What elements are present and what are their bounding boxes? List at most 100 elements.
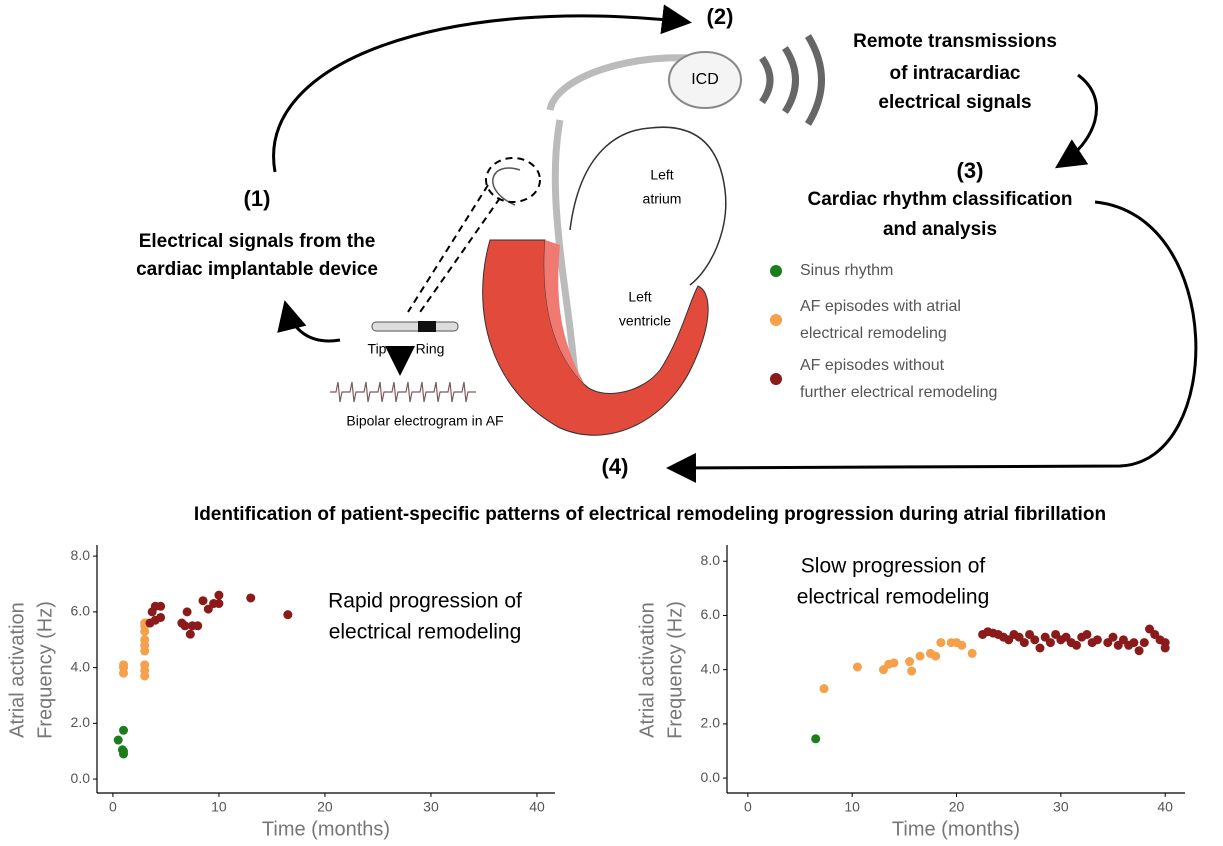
x-tick-label: 0 <box>744 799 752 815</box>
data-point <box>1030 635 1040 645</box>
step-text: and analysis <box>883 219 997 240</box>
y-axis-label: Atrial activation <box>636 602 658 738</box>
data-point <box>1082 629 1092 639</box>
y-axis-label: Atrial activation <box>6 602 28 738</box>
heart-label: Left <box>650 167 673 183</box>
y-tick-label: 2.0 <box>701 715 721 731</box>
data-point <box>283 610 293 620</box>
data-point <box>156 601 166 611</box>
data-point <box>967 648 977 658</box>
legend-text: further electrical remodeling <box>800 384 997 401</box>
data-point <box>889 658 899 668</box>
electrogram-label: Bipolar electrogram in AF <box>346 413 503 429</box>
data-point <box>957 640 967 650</box>
axes <box>96 545 1185 794</box>
data-point <box>1129 638 1139 648</box>
heart-label: Left <box>628 289 651 305</box>
data-point <box>156 612 166 622</box>
step-text: cardiac implantable device <box>136 259 378 280</box>
y-tick-label: 0.0 <box>701 769 721 785</box>
x-axis-label: Time (months) <box>892 818 1020 840</box>
data-point <box>119 725 129 735</box>
data-point <box>1160 643 1170 653</box>
data-point <box>140 635 150 645</box>
heart-label: atrium <box>643 191 682 207</box>
device-label: ICD <box>691 71 719 88</box>
x-axis-label: Time (months) <box>262 818 390 840</box>
legend-dot <box>770 265 782 277</box>
y-axis-label: Frequency (Hz) <box>664 601 686 739</box>
legend-text: electrical remodeling <box>800 325 947 342</box>
annotation: electrical remodeling <box>329 621 522 644</box>
step-number: (2) <box>707 4 734 29</box>
legend-dot <box>770 373 782 385</box>
data-point <box>203 604 213 614</box>
data-point <box>198 596 208 606</box>
data-point <box>1019 638 1029 648</box>
heart-label: ventricle <box>619 313 671 329</box>
legend-dot <box>770 314 782 326</box>
y-axis-label: Frequency (Hz) <box>34 601 56 739</box>
data-point <box>1139 638 1149 648</box>
data-point <box>246 593 256 603</box>
data-point <box>1071 640 1081 650</box>
x-tick-label: 0 <box>109 799 117 815</box>
data-point <box>117 745 127 755</box>
legend-text: AF episodes without <box>800 357 945 374</box>
annotation: Rapid progression of <box>328 590 522 613</box>
x-tick-label: 40 <box>529 799 545 815</box>
step-number: (1) <box>244 186 271 211</box>
data-point <box>182 607 192 617</box>
data-point <box>819 684 829 694</box>
data-point <box>905 657 915 667</box>
legend-text: AF episodes with atrial <box>800 298 961 315</box>
data-point <box>214 590 224 600</box>
data-point <box>907 666 917 676</box>
legend-text: Sinus rhythm <box>800 262 893 279</box>
y-tick-label: 8.0 <box>701 552 721 568</box>
data-point <box>1108 632 1118 642</box>
data-point <box>1045 638 1055 648</box>
data-point <box>936 638 946 648</box>
lead-label: Ring <box>416 341 445 357</box>
arrow <box>272 4 692 173</box>
step-text: Remote transmissions <box>853 31 1057 52</box>
data-point <box>852 662 862 672</box>
data-point <box>1092 635 1102 645</box>
arrow <box>666 200 1198 483</box>
y-tick-label: 4.0 <box>701 660 721 676</box>
arrow <box>277 300 341 343</box>
data-point <box>1134 646 1144 656</box>
data-point <box>113 735 123 745</box>
data-point <box>180 621 190 631</box>
data-point <box>931 651 941 661</box>
y-tick-label: 4.0 <box>71 658 91 674</box>
signal-waves <box>759 34 825 126</box>
legend: Sinus rhythm AF episodes with atrial elect… <box>770 262 997 401</box>
y-tick-label: 2.0 <box>71 714 91 730</box>
x-tick-label: 40 <box>1157 799 1173 815</box>
x-tick-label: 10 <box>844 799 860 815</box>
data-point <box>1035 643 1045 653</box>
x-tick-label: 10 <box>211 799 227 815</box>
data-point <box>119 668 129 678</box>
step-text: electrical signals <box>878 92 1031 113</box>
data-point <box>185 629 195 639</box>
step-text: of intracardiac <box>890 63 1021 84</box>
annotation: electrical remodeling <box>797 586 990 609</box>
step-text: Cardiac rhythm classification <box>807 189 1072 210</box>
annotation: Slow progression of <box>801 555 986 578</box>
x-tick-label: 30 <box>423 799 439 815</box>
data-point <box>915 651 925 661</box>
section-title: Identification of patient-specific patte… <box>194 504 1106 525</box>
heart-illustration <box>330 51 742 436</box>
data-point <box>193 621 203 631</box>
data-point <box>140 660 150 670</box>
step-number: (4) <box>602 454 629 479</box>
data-point <box>214 599 224 609</box>
data-point <box>119 660 129 670</box>
step-number: (3) <box>957 158 984 183</box>
x-tick-label: 30 <box>1053 799 1069 815</box>
y-tick-label: 8.0 <box>71 547 91 563</box>
